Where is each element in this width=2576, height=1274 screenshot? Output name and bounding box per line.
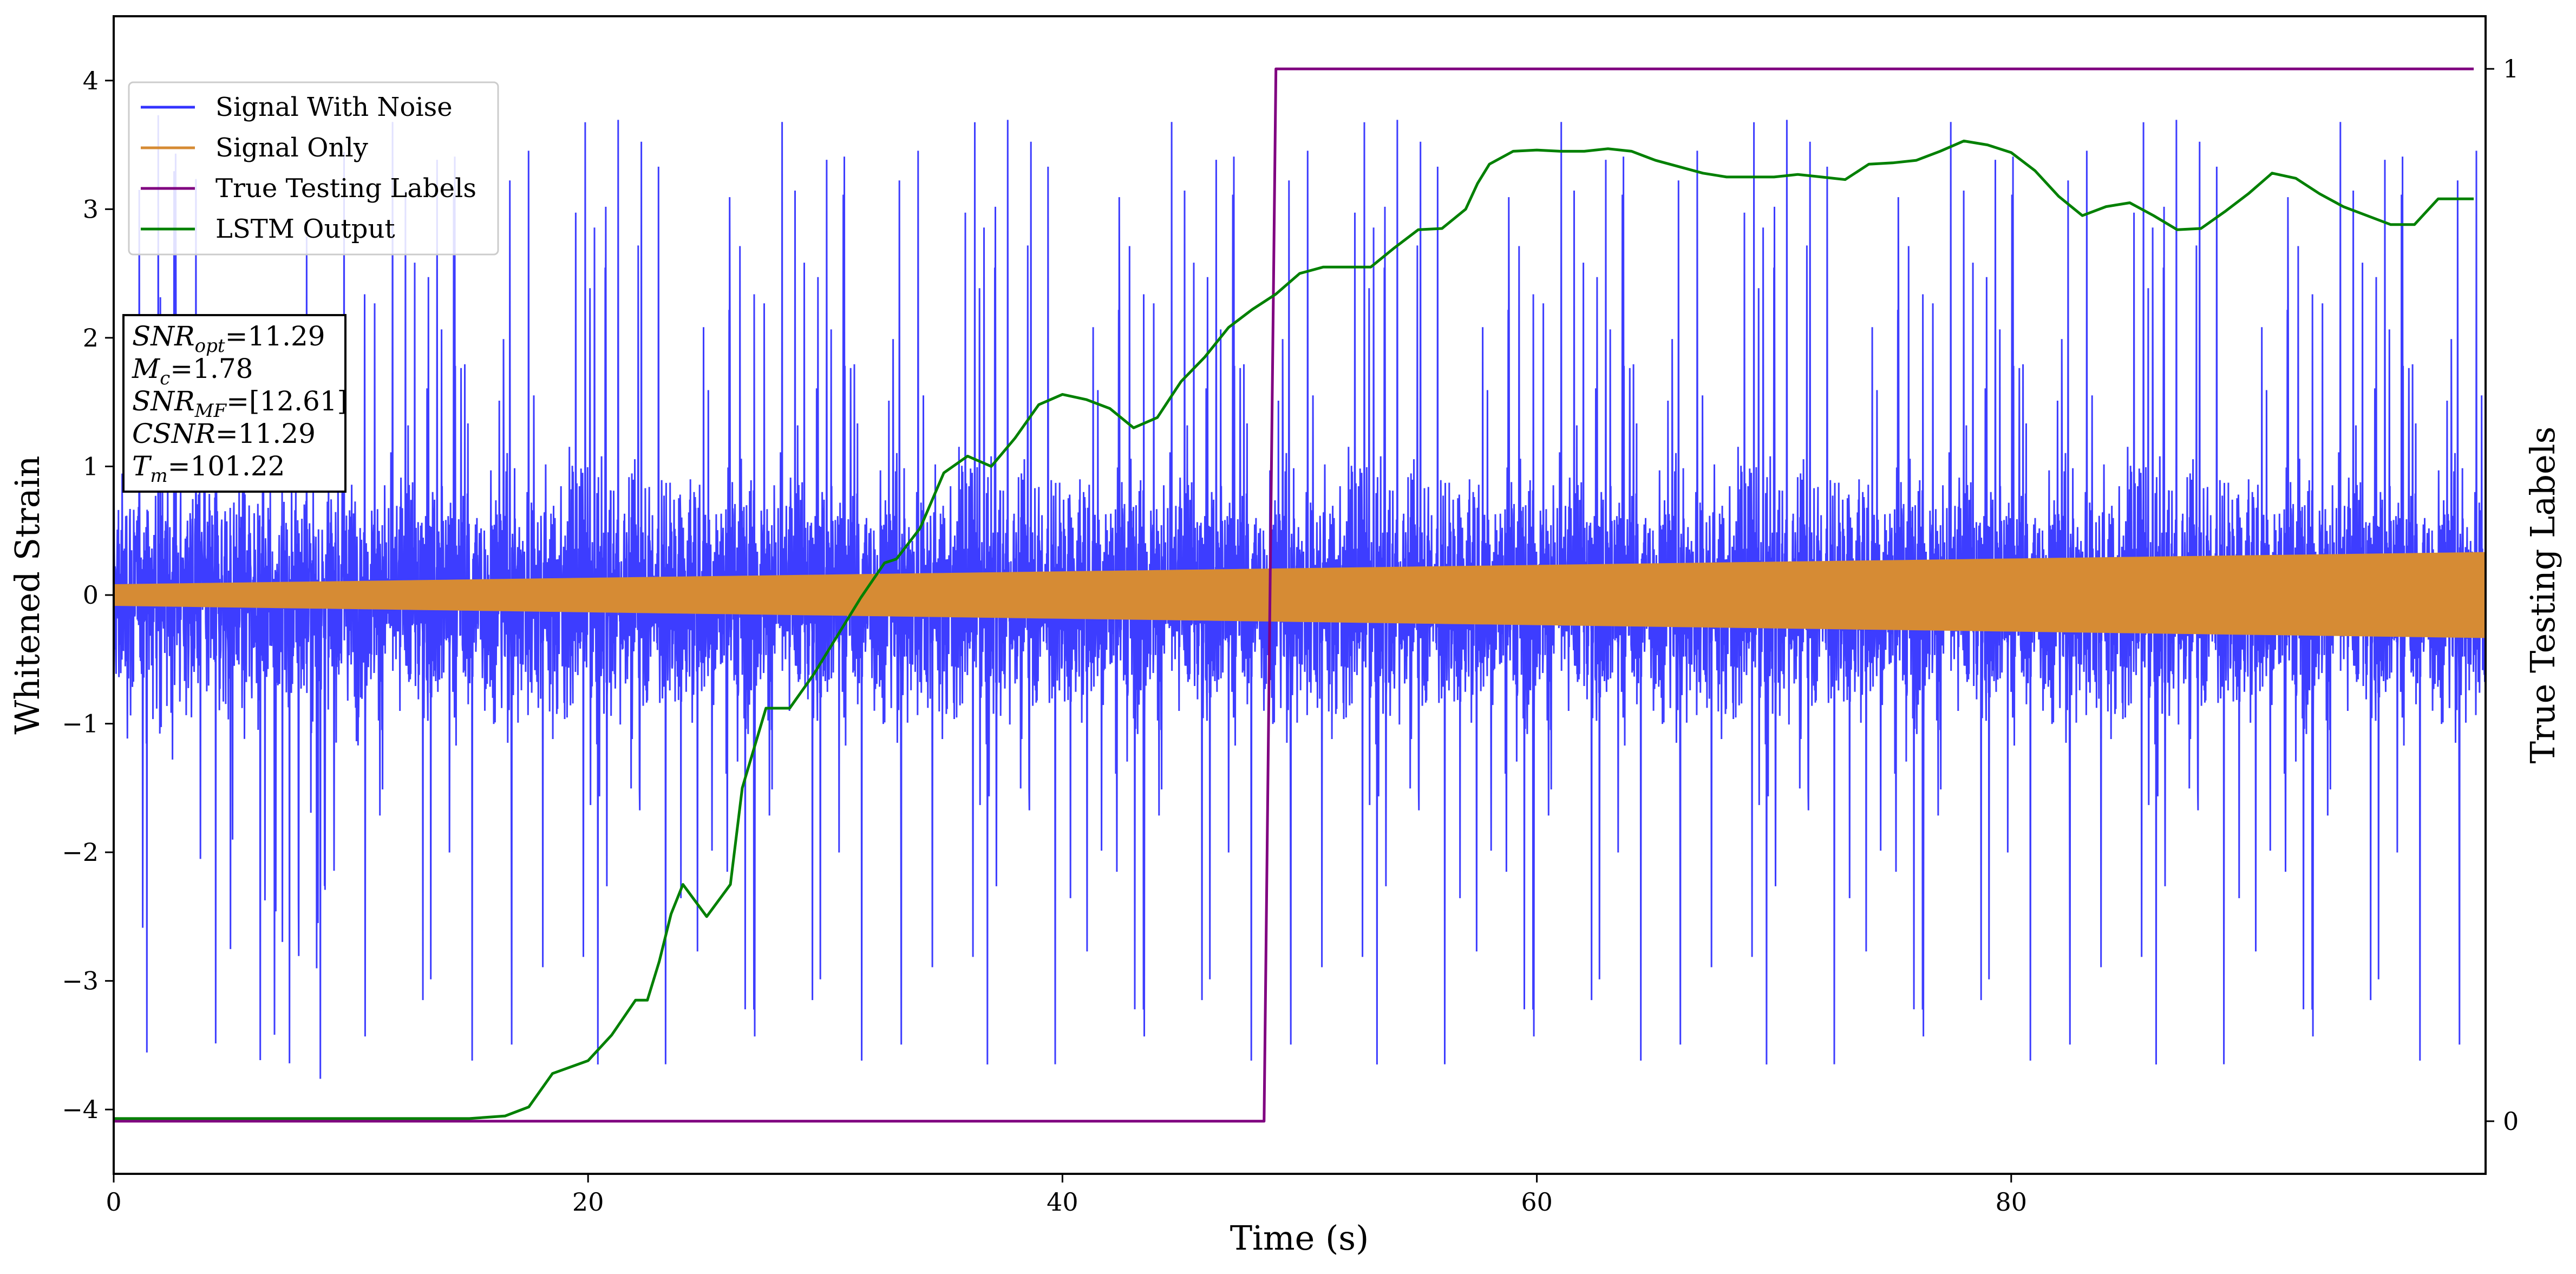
annotation-line: CSNR=11.29 <box>132 418 316 449</box>
series-lstm-output <box>114 139 2474 1120</box>
y-tick-label: 3 <box>83 194 99 224</box>
annotation-box: SNRopt=11.29Mc=1.78SNRMF=[12.61]CSNR=11.… <box>122 314 348 493</box>
series-true-testing-labels <box>114 67 2474 1123</box>
annotation-frame <box>122 314 346 493</box>
x-tick-label: 20 <box>572 1187 604 1217</box>
annotation-line: SNRMF=[12.61] <box>132 386 348 422</box>
y-tick-label: 1 <box>83 452 99 481</box>
y2-tick-label: 0 <box>2503 1107 2519 1136</box>
lstm-output-line <box>114 139 2474 1120</box>
y-tick-label: −4 <box>62 1095 99 1124</box>
legend: Signal With Noise Signal Only True Testing… <box>128 81 499 256</box>
y2-axis: 01 <box>2486 54 2519 1136</box>
annotation-line: Tm=101.22 <box>132 450 285 487</box>
y-tick-label: 2 <box>83 323 99 352</box>
x-tick-label: 80 <box>1996 1187 2028 1217</box>
y-axis: −4 −3 −2 −1 0 1 2 3 4 <box>62 66 114 1124</box>
x-axis: 0 20 40 60 80 <box>106 1174 2027 1217</box>
y-axis-label: Whitened Strain <box>8 456 47 735</box>
plot-area <box>114 67 2486 1123</box>
x-tick-label: 0 <box>106 1187 121 1217</box>
x-tick-label: 40 <box>1047 1187 1078 1217</box>
true-testing-labels-line <box>114 67 2474 1123</box>
annotation-line: Mc=1.78 <box>132 353 253 389</box>
y-tick-label: −2 <box>62 838 99 867</box>
series-signal-only <box>114 552 2486 638</box>
legend-label: Signal With Noise <box>215 92 453 122</box>
x-tick-label: 60 <box>1521 1187 1553 1217</box>
y2-axis-label: True Testing Labels <box>2523 427 2562 764</box>
legend-box <box>128 81 499 256</box>
legend-label: True Testing Labels <box>215 173 476 204</box>
legend-label: LSTM Output <box>215 214 395 244</box>
signal-only-band <box>114 552 2486 638</box>
y-tick-label: −3 <box>62 966 99 996</box>
y2-tick-label: 1 <box>2503 54 2519 83</box>
y-tick-label: 4 <box>83 66 99 95</box>
y-tick-label: −1 <box>62 709 99 739</box>
y-tick-label: 0 <box>83 580 99 610</box>
annotation-line: SNRopt=11.29 <box>132 321 325 357</box>
x-axis-label: Time (s) <box>1230 1218 1369 1258</box>
legend-label: Signal Only <box>215 133 368 163</box>
